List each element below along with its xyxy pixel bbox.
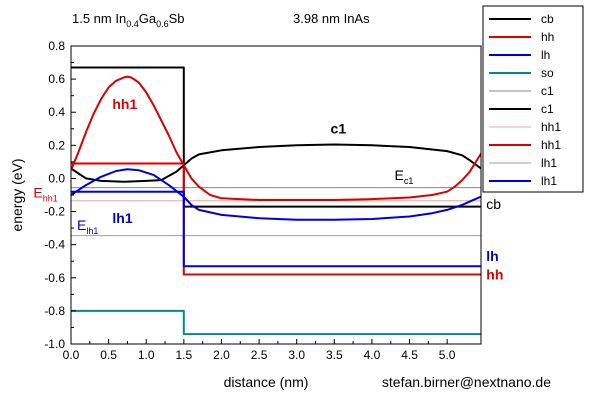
annotations: hh1 c1 lh1 cb lh hh Ec1 Ehh1 Elh1	[33, 96, 503, 283]
y-tick-label: 0.2	[48, 138, 65, 152]
plot-frame	[70, 45, 482, 345]
y-tick-label: 0.8	[48, 39, 65, 53]
x-tick-label: 0.0	[63, 348, 80, 362]
chart-title-right: 3.98 nm InAs	[293, 11, 370, 26]
legend-box	[482, 5, 584, 193]
legend-label-hh1-7: hh1	[541, 138, 561, 152]
x-axis-ticks: 0.0 0.5 1.0 1.5 2.0 2.5 3.0 3.5 4.0 4.5 5.0	[63, 339, 456, 362]
legend-label-lh1-9: lh1	[541, 174, 557, 188]
annotation-cb: cb	[486, 196, 501, 212]
series-line-lh-2	[71, 190, 481, 268]
plot-area: 0.0 0.5 1.0 1.5 2.0 2.5 3.0 3.5 4.0 4.5 5.0 0.8 0.6…	[33, 39, 503, 362]
x-tick-label: 3.5	[326, 348, 343, 362]
annotation-lh: lh	[486, 248, 498, 264]
x-tick-label: 1.5	[176, 348, 193, 362]
y-tick-label: 0.0	[48, 171, 65, 185]
x-tick-label: 2.0	[213, 348, 230, 362]
legend-label-c1-5: c1	[541, 102, 554, 116]
y-tick-label: -0.2	[44, 205, 65, 219]
chart-header: 1.5 nm In0.4Ga0.6Sb 3.98 nm InAs	[72, 11, 370, 29]
annotation-ehh1: Ehh1	[33, 184, 57, 203]
x-axis-label: distance (nm)	[224, 374, 309, 390]
y-tick-label: -0.4	[44, 238, 65, 252]
annotation-ec1: Ec1	[394, 167, 413, 186]
legend-label-hh-1: hh	[541, 30, 554, 44]
legend-label-lh-2: lh	[541, 48, 550, 62]
y-tick-label: -1.0	[44, 337, 65, 351]
legend-label-lh1-8: lh1	[541, 156, 557, 170]
annotation-c1: c1	[331, 121, 347, 137]
legend-label-so-3: so	[541, 66, 554, 80]
x-tick-label: 5.0	[439, 348, 456, 362]
series-line-c1-5	[71, 143, 481, 183]
y-axis-label: energy (eV)	[9, 158, 25, 231]
x-tick-label: 4.5	[401, 348, 418, 362]
legend-label-c1-4: c1	[541, 84, 554, 98]
annotation-elh1: Elh1	[77, 217, 98, 236]
credit-text: stefan.birner@nextnano.de	[382, 374, 551, 390]
y-tick-label: -0.8	[44, 304, 65, 318]
series-line-lh1-9	[71, 168, 481, 221]
legend-label-cb-0: cb	[541, 12, 554, 26]
x-tick-label: 2.5	[251, 348, 268, 362]
series-line-cb-0	[71, 66, 481, 208]
legend-label-hh1-6: hh1	[541, 120, 561, 134]
annotation-hh: hh	[486, 266, 503, 282]
legend: cb hh lh so c1 c1 hh1 hh1 lh1 lh1	[482, 5, 584, 193]
y-axis-ticks: 0.8 0.6 0.4 0.2 0.0 -0.2 -0.4 -0.6 -0.8 -1.0	[44, 39, 76, 351]
x-tick-label: 4.0	[364, 348, 381, 362]
series-line-hh1-7	[71, 75, 481, 201]
x-tick-label: 1.0	[138, 348, 155, 362]
y-tick-label: -0.6	[44, 271, 65, 285]
y-tick-label: 0.6	[48, 72, 65, 86]
x-tick-label: 0.5	[100, 348, 117, 362]
x-tick-label: 3.0	[288, 348, 305, 362]
series-line-so-3	[71, 309, 481, 336]
chart-title-left: 1.5 nm In0.4Ga0.6Sb	[72, 11, 184, 29]
y-tick-label: 0.4	[48, 105, 65, 119]
annotation-hh1: hh1	[112, 96, 137, 112]
annotation-lh1: lh1	[112, 210, 132, 226]
